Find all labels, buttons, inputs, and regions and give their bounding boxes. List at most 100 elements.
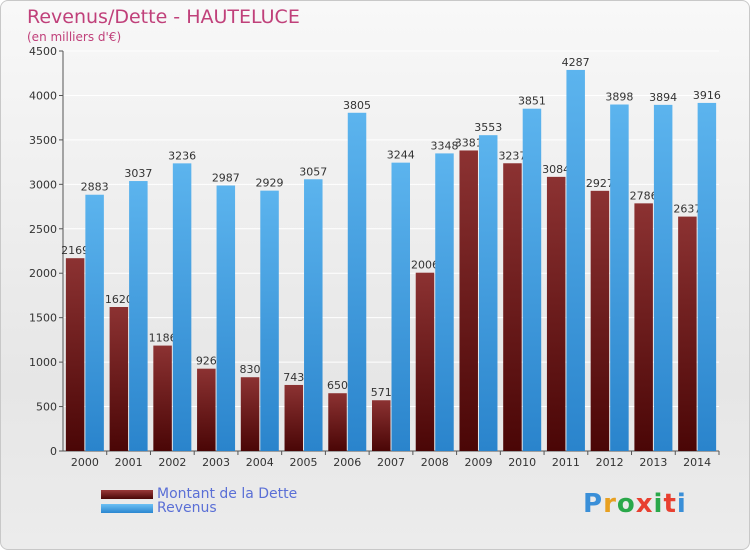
value-label-dette: 650 (327, 379, 348, 392)
bar-revenus (391, 162, 410, 451)
value-label-dette: 2006 (411, 259, 439, 272)
x-tick-label: 2006 (333, 456, 361, 469)
value-label-dette: 926 (196, 355, 217, 368)
bar-dette (634, 203, 653, 451)
y-tick-label: 3500 (29, 134, 57, 147)
bar-dette (372, 400, 391, 451)
x-tick-label: 2002 (158, 456, 186, 469)
bar-dette (415, 272, 435, 451)
bar-revenus (216, 185, 236, 451)
value-label-revenus: 3851 (518, 95, 546, 108)
bar-revenus (435, 153, 454, 451)
x-tick-label: 2009 (464, 456, 492, 469)
value-label-revenus: 3553 (474, 121, 502, 134)
x-tick-label: 2010 (508, 456, 536, 469)
x-tick-label: 2008 (421, 456, 449, 469)
value-label-revenus: 3037 (124, 167, 152, 180)
value-label-revenus: 3805 (343, 99, 371, 112)
logo-letter: o (616, 489, 636, 519)
legend-label-dette: Montant de la Dette (157, 486, 298, 502)
value-label-revenus: 3916 (693, 89, 721, 102)
value-label-revenus: 3348 (430, 139, 458, 152)
value-label-dette: 1620 (105, 293, 133, 306)
y-tick-label: 3000 (29, 178, 57, 191)
value-label-dette: 1186 (149, 332, 177, 345)
bar-dette (546, 176, 566, 451)
x-tick-label: 2012 (596, 456, 624, 469)
x-tick-label: 2011 (552, 456, 580, 469)
value-label-revenus: 2883 (81, 181, 109, 194)
x-tick-label: 2003 (202, 456, 230, 469)
bar-dette (197, 368, 216, 451)
bar-revenus (610, 104, 629, 451)
legend-swatch-dette (101, 490, 153, 499)
bar-revenus (172, 163, 192, 451)
value-label-revenus: 3898 (605, 91, 633, 104)
bar-revenus (478, 135, 498, 451)
bar-revenus (347, 112, 367, 452)
value-label-dette: 2927 (586, 177, 614, 190)
bar-revenus (85, 194, 104, 451)
logo-letter: t (663, 489, 677, 519)
value-label-revenus: 3057 (299, 165, 327, 178)
bar-revenus (697, 102, 717, 452)
value-label-revenus: 2987 (212, 171, 240, 184)
bar-dette (328, 393, 347, 451)
legend-swatch-revenus (101, 504, 153, 513)
proxiti-logo: Proxiti (583, 489, 687, 519)
bar-dette (284, 384, 304, 451)
bar-dette (65, 258, 85, 451)
x-tick-label: 2013 (639, 456, 667, 469)
value-label-revenus: 2929 (256, 177, 284, 190)
y-tick-label: 4000 (29, 89, 57, 102)
x-tick-label: 2001 (115, 456, 143, 469)
bar-dette (678, 216, 697, 451)
legend-label-revenus: Revenus (157, 500, 217, 516)
bar-revenus (566, 69, 585, 451)
value-label-dette: 2786 (630, 189, 658, 202)
y-tick-label: 1000 (29, 356, 57, 369)
value-label-revenus: 4287 (562, 56, 590, 69)
bar-dette (109, 307, 129, 451)
value-label-dette: 743 (283, 371, 304, 384)
bar-dette (503, 163, 522, 451)
bar-revenus (653, 104, 673, 451)
y-tick-label: 2500 (29, 223, 57, 236)
bar-dette (459, 150, 478, 451)
value-label-revenus: 3244 (387, 149, 415, 162)
bar-revenus (260, 190, 279, 451)
value-label-dette: 571 (371, 386, 392, 399)
value-label-dette: 3237 (498, 149, 526, 162)
logo-letter: x (635, 489, 654, 519)
logo-letter: i (676, 489, 687, 519)
value-label-revenus: 3894 (649, 91, 677, 104)
value-label-revenus: 3236 (168, 149, 196, 162)
bar-dette (240, 377, 260, 451)
chart-subtitle: (en milliers d'€) (27, 30, 122, 44)
value-label-dette: 2169 (61, 244, 89, 257)
value-label-dette: 830 (240, 363, 261, 376)
chart-title: Revenus/Dette - HAUTELUCE (27, 6, 300, 28)
bar-dette (153, 345, 172, 451)
logo-letter: r (603, 489, 617, 519)
bar-revenus (129, 181, 148, 452)
x-tick-label: 2007 (377, 456, 405, 469)
y-tick-label: 500 (36, 401, 57, 414)
bar-revenus (304, 179, 323, 451)
y-tick-label: 4500 (29, 45, 57, 58)
logo-letter: i (653, 489, 664, 519)
value-label-dette: 2637 (673, 203, 701, 216)
bar-dette (590, 190, 610, 452)
y-tick-label: 2000 (29, 267, 57, 280)
x-tick-label: 2014 (683, 456, 711, 469)
logo-letter: P (583, 489, 604, 519)
x-tick-label: 2000 (71, 456, 99, 469)
x-tick-label: 2005 (290, 456, 318, 469)
x-tick-label: 2004 (246, 456, 274, 469)
y-tick-label: 0 (50, 445, 57, 458)
value-label-dette: 3084 (542, 163, 570, 176)
y-tick-label: 1500 (29, 312, 57, 325)
bar-revenus (522, 108, 542, 451)
